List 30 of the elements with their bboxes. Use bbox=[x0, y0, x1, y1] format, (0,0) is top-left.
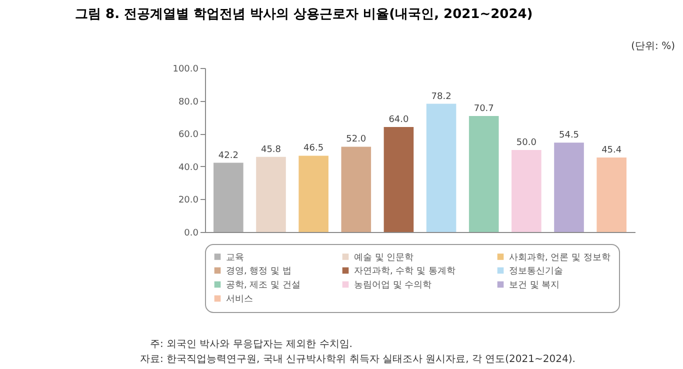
legend-label: 자연과학, 수학 및 통계학 bbox=[354, 266, 456, 276]
data-label: 45.4 bbox=[602, 146, 622, 156]
y-tick-label: 20.0 bbox=[178, 196, 199, 206]
chart-title: 그림 8. 전공계열별 학업전념 박사의 상용근로자 비율(내국인, 2021~2024) bbox=[75, 7, 533, 22]
data-label: 42.2 bbox=[218, 150, 238, 161]
legend-label: 정보통신기술 bbox=[509, 266, 563, 276]
data-label: 70.7 bbox=[474, 104, 494, 114]
legend-label: 서비스 bbox=[226, 294, 253, 304]
legend-label: 사회과학, 언론 및 정보학 bbox=[509, 252, 610, 263]
legend-label: 예술 및 인문학 bbox=[354, 252, 414, 263]
y-tick-label: 100.0 bbox=[172, 64, 199, 74]
legend-label: 경영, 행정 및 법 bbox=[226, 266, 292, 276]
y-tick-label: 0.0 bbox=[184, 228, 199, 238]
y-tick-label: 60.0 bbox=[178, 130, 199, 140]
text: (단위: %) bbox=[631, 41, 676, 52]
data-label: 64.0 bbox=[388, 115, 409, 126]
data-label: 50.0 bbox=[516, 138, 537, 148]
text: 자료: 한국직업능력연구원, 국내 신규박사학위 취득자 실태조사 원시자료, 각 연도(2021~2024). bbox=[140, 354, 576, 365]
legend-label: 공학, 제조 및 건설 bbox=[226, 280, 300, 290]
y-tick-label: 80.0 bbox=[178, 97, 199, 108]
data-label: 52.0 bbox=[346, 134, 366, 145]
text: 주: 외국인 박사와 무응답자는 제외한 수치임. bbox=[150, 339, 352, 350]
data-label: 78.2 bbox=[431, 92, 452, 102]
data-label: 45.8 bbox=[260, 144, 282, 155]
legend-label: 농림어업 및 수의학 bbox=[354, 280, 432, 290]
data-label: 54.5 bbox=[558, 130, 580, 141]
data-label: 46.5 bbox=[304, 144, 324, 154]
legend-label: 보건 및 복지 bbox=[509, 280, 560, 290]
y-tick-label: 40.0 bbox=[178, 162, 199, 173]
legend-label: 교육 bbox=[226, 252, 244, 263]
